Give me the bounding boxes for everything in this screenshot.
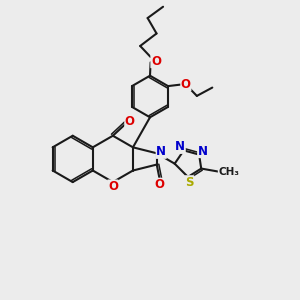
Text: CH₃: CH₃ (218, 167, 239, 177)
Text: O: O (155, 178, 165, 191)
Text: N: N (175, 140, 185, 153)
Text: O: O (181, 77, 191, 91)
Text: S: S (185, 176, 194, 189)
Text: O: O (151, 55, 161, 68)
Text: O: O (125, 115, 135, 128)
Text: N: N (198, 145, 208, 158)
Text: O: O (108, 180, 118, 193)
Text: N: N (156, 145, 166, 158)
